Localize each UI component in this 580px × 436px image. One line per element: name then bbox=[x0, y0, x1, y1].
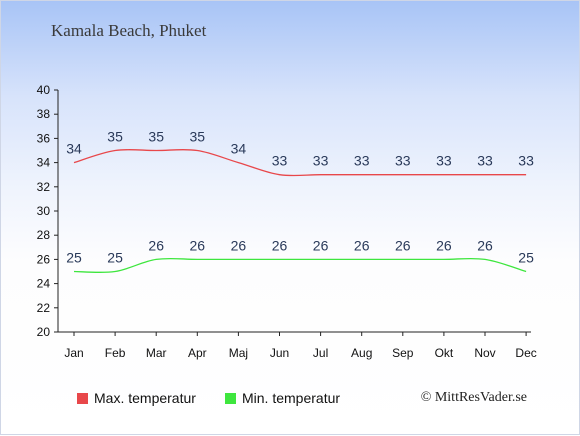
data-label-max: 33 bbox=[518, 153, 534, 169]
y-tick-label: 20 bbox=[37, 325, 51, 339]
data-label-min: 26 bbox=[272, 237, 288, 253]
y-axis: 20 22 24 26 28 30 32 34 36 38 40 bbox=[37, 83, 59, 339]
data-label-max: 33 bbox=[272, 153, 288, 169]
x-tick-label: Nov bbox=[474, 346, 495, 360]
data-label-min: 26 bbox=[354, 237, 370, 253]
x-tick-label: Dec bbox=[515, 346, 536, 360]
x-tick-label: Maj bbox=[229, 346, 248, 360]
x-tick-label: Apr bbox=[188, 346, 207, 360]
data-label-min: 26 bbox=[148, 237, 164, 253]
copyright-text: © MittResVader.se bbox=[420, 390, 527, 405]
y-tick-label: 24 bbox=[37, 277, 51, 291]
y-tick-label: 30 bbox=[37, 204, 51, 218]
data-label-max: 35 bbox=[107, 129, 123, 145]
x-tick-label: Sep bbox=[392, 346, 414, 360]
x-tick-label: Feb bbox=[105, 346, 126, 360]
series-line-max bbox=[73, 148, 527, 177]
data-label-max: 33 bbox=[477, 153, 493, 169]
y-tick-label: 28 bbox=[37, 228, 51, 242]
x-tick-label: Jun bbox=[270, 346, 289, 360]
series-layer bbox=[73, 148, 527, 274]
data-label-min: 26 bbox=[190, 237, 206, 253]
y-tick-label: 36 bbox=[37, 131, 51, 145]
data-label-max: 34 bbox=[231, 141, 247, 157]
legend-item-min: Min. temperatur bbox=[225, 390, 340, 406]
x-tick-label: Aug bbox=[351, 346, 372, 360]
data-label-min: 26 bbox=[436, 237, 452, 253]
data-label-min: 25 bbox=[66, 250, 82, 266]
x-tick-label: Mar bbox=[146, 346, 167, 360]
y-tick-label: 32 bbox=[37, 180, 51, 194]
legend-swatch-max bbox=[77, 392, 88, 404]
series-line-min bbox=[73, 257, 527, 274]
data-labels: 34 35 35 35 34 33 33 33 33 33 33 33 25 25 26 26 26 26 26 26… bbox=[66, 129, 534, 266]
data-label-max: 35 bbox=[148, 129, 164, 145]
data-label-min: 26 bbox=[477, 237, 493, 253]
legend-swatch-min bbox=[225, 392, 236, 404]
data-label-max: 35 bbox=[190, 129, 206, 145]
y-tick-label: 38 bbox=[37, 107, 51, 121]
y-tick-label: 40 bbox=[37, 83, 51, 97]
legend-item-max: Max. temperatur bbox=[77, 390, 196, 406]
y-tick-label: 34 bbox=[37, 156, 51, 170]
y-tick-label: 22 bbox=[37, 301, 51, 315]
data-label-max: 33 bbox=[395, 153, 411, 169]
data-label-min: 26 bbox=[313, 237, 329, 253]
data-label-max: 33 bbox=[313, 153, 329, 169]
x-tick-label: Jan bbox=[64, 346, 83, 360]
legend-label-min: Min. temperatur bbox=[242, 390, 341, 406]
x-tick-label: Okt bbox=[435, 346, 454, 360]
data-label-max: 33 bbox=[436, 153, 452, 169]
data-label-min: 25 bbox=[107, 250, 123, 266]
x-axis: Jan Feb Mar Apr Maj Jun Jul Aug Sep Okt Nov Dec bbox=[58, 331, 537, 360]
data-label-max: 34 bbox=[66, 141, 82, 157]
data-label-max: 33 bbox=[354, 153, 370, 169]
data-label-min: 26 bbox=[231, 237, 247, 253]
y-tick-label: 26 bbox=[37, 252, 51, 266]
chart-title: Kamala Beach, Phuket bbox=[51, 21, 207, 40]
data-label-min: 26 bbox=[395, 237, 411, 253]
legend-label-max: Max. temperatur bbox=[94, 390, 196, 406]
x-tick-label: Jul bbox=[313, 346, 328, 360]
data-label-min: 25 bbox=[518, 250, 534, 266]
